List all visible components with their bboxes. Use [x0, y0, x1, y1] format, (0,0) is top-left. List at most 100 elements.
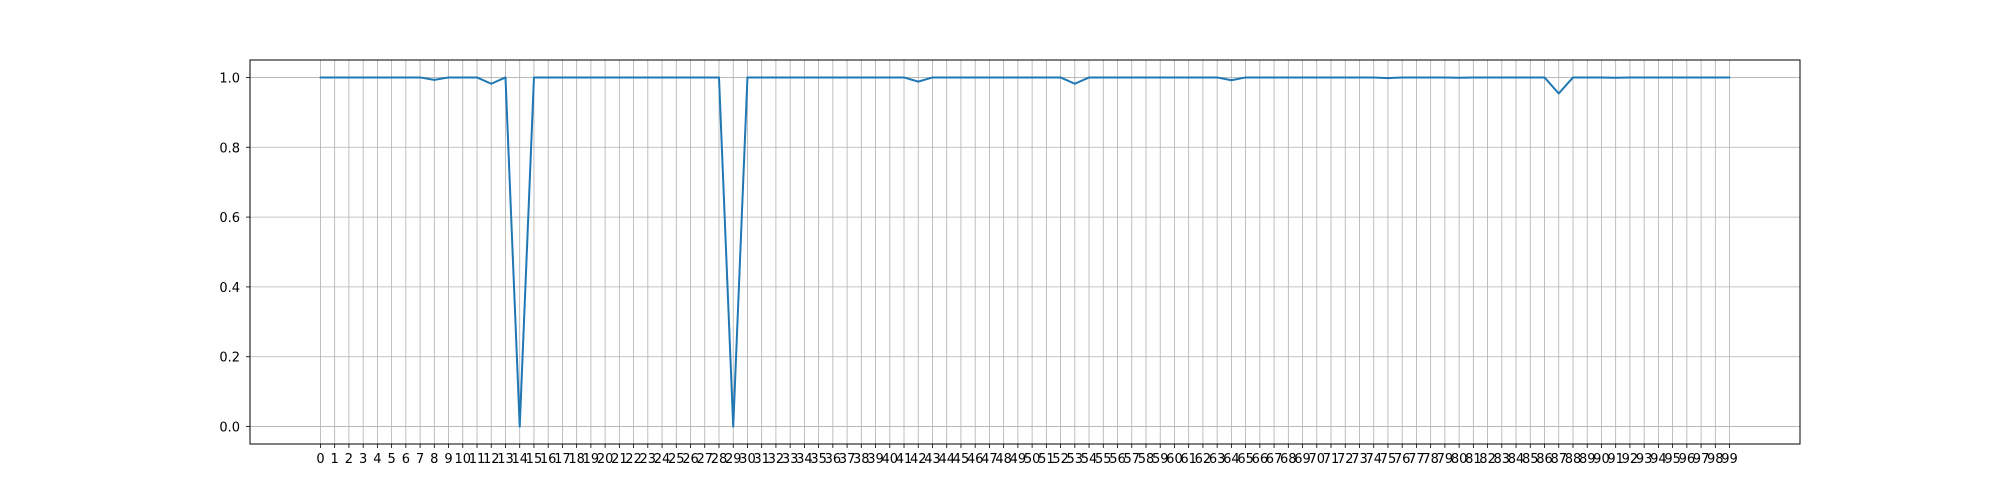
x-tick-label: 9	[444, 452, 452, 467]
x-tick-label: 34	[796, 452, 813, 467]
x-tick-label: 56	[1109, 452, 1126, 467]
x-tick-label: 89	[1579, 452, 1596, 467]
y-tick-label: 0.6	[219, 211, 240, 226]
x-tick-label: 95	[1664, 452, 1681, 467]
x-tick-label: 16	[540, 452, 557, 467]
x-tick-label: 96	[1679, 452, 1696, 467]
x-tick-label: 76	[1394, 452, 1411, 467]
x-tick-label: 50	[1024, 452, 1041, 467]
x-tick-label: 51	[1038, 452, 1055, 467]
x-tick-label: 55	[1095, 452, 1112, 467]
x-tick-label: 86	[1536, 452, 1553, 467]
x-tick-label: 60	[1166, 452, 1183, 467]
x-tick-label: 20	[597, 452, 614, 467]
x-tick-label: 21	[611, 452, 628, 467]
x-tick-label: 64	[1223, 452, 1240, 467]
y-tick-label: 0.4	[219, 281, 240, 296]
x-tick-label: 42	[910, 452, 927, 467]
x-tick-label: 98	[1707, 452, 1724, 467]
x-tick-label: 92	[1622, 452, 1639, 467]
x-tick-label: 31	[753, 452, 770, 467]
x-tick-label: 3	[359, 452, 367, 467]
x-tick-label: 26	[682, 452, 699, 467]
y-tick-label: 1.0	[219, 71, 240, 86]
x-tick-label: 35	[810, 452, 827, 467]
series-layer	[319, 76, 1731, 428]
x-tick-label: 18	[568, 452, 585, 467]
x-tick-label: 36	[825, 452, 842, 467]
x-tick-label: 22	[625, 452, 642, 467]
x-tick-label: 87	[1550, 452, 1567, 467]
x-tick-label: 53	[1067, 452, 1084, 467]
x-tick-label: 73	[1351, 452, 1368, 467]
x-tick-label: 54	[1081, 452, 1098, 467]
x-tick-label: 99	[1721, 452, 1738, 467]
x-tick-label: 29	[725, 452, 742, 467]
x-tick-label: 59	[1152, 452, 1169, 467]
x-tick-label: 66	[1252, 452, 1269, 467]
x-tick-label: 84	[1508, 452, 1525, 467]
x-tick-label: 38	[853, 452, 870, 467]
x-tick-label: 6	[402, 452, 410, 467]
x-tick-label: 47	[981, 452, 998, 467]
x-tick-label: 39	[867, 452, 884, 467]
x-tick-label: 25	[668, 452, 685, 467]
x-tick-label: 28	[711, 452, 728, 467]
x-tick-label: 46	[967, 452, 984, 467]
x-tick-label: 15	[526, 452, 543, 467]
x-tick-label: 45	[953, 452, 970, 467]
x-tick-label: 90	[1593, 452, 1610, 467]
x-tick-label: 93	[1636, 452, 1653, 467]
x-tick-label: 7	[416, 452, 424, 467]
x-tick-label: 75	[1380, 452, 1397, 467]
y-tick-label: 0.0	[219, 421, 240, 436]
axis-ticks	[246, 77, 1730, 448]
x-tick-label: 82	[1479, 452, 1496, 467]
x-tick-label: 0	[316, 452, 324, 467]
x-tick-label: 27	[696, 452, 713, 467]
x-tick-label: 57	[1123, 452, 1140, 467]
tick-labels: 0 1 2 3 4 5 6 7 8 9 101112131415161718192021222324…	[219, 71, 1738, 467]
x-tick-label: 61	[1180, 452, 1197, 467]
x-tick-label: 91	[1607, 452, 1624, 467]
x-tick-label: 49	[1010, 452, 1027, 467]
x-tick-label: 69	[1294, 452, 1311, 467]
x-tick-label: 23	[640, 452, 657, 467]
x-tick-label: 70	[1309, 452, 1326, 467]
x-tick-label: 2	[345, 452, 353, 467]
x-tick-label: 48	[995, 452, 1012, 467]
x-tick-label: 79	[1437, 452, 1454, 467]
x-tick-label: 11	[469, 452, 486, 467]
x-tick-label: 71	[1323, 452, 1340, 467]
x-tick-label: 88	[1565, 452, 1582, 467]
x-tick-label: 5	[387, 452, 395, 467]
plot-frame	[249, 59, 1801, 445]
x-tick-label: 14	[511, 452, 528, 467]
x-tick-label: 44	[938, 452, 955, 467]
x-tick-label: 8	[430, 452, 438, 467]
x-tick-label: 74	[1365, 452, 1382, 467]
x-tick-label: 24	[654, 452, 671, 467]
x-tick-label: 33	[782, 452, 799, 467]
x-tick-label: 81	[1465, 452, 1482, 467]
x-tick-label: 52	[1052, 452, 1069, 467]
y-tick-label: 0.2	[219, 351, 240, 366]
x-tick-label: 63	[1209, 452, 1226, 467]
x-tick-label: 65	[1237, 452, 1254, 467]
x-tick-label: 83	[1494, 452, 1511, 467]
x-tick-label: 40	[882, 452, 899, 467]
y-tick-label: 0.8	[219, 141, 240, 156]
x-tick-label: 12	[483, 452, 500, 467]
x-tick-label: 97	[1693, 452, 1710, 467]
x-tick-label: 43	[924, 452, 941, 467]
x-tick-label: 62	[1195, 452, 1212, 467]
x-tick-label: 1	[331, 452, 339, 467]
x-tick-label: 32	[768, 452, 785, 467]
x-tick-label: 80	[1451, 452, 1468, 467]
x-tick-label: 68	[1280, 452, 1297, 467]
x-tick-label: 85	[1522, 452, 1539, 467]
x-tick-label: 17	[554, 452, 571, 467]
x-tick-label: 77	[1408, 452, 1425, 467]
x-tick-label: 94	[1650, 452, 1667, 467]
